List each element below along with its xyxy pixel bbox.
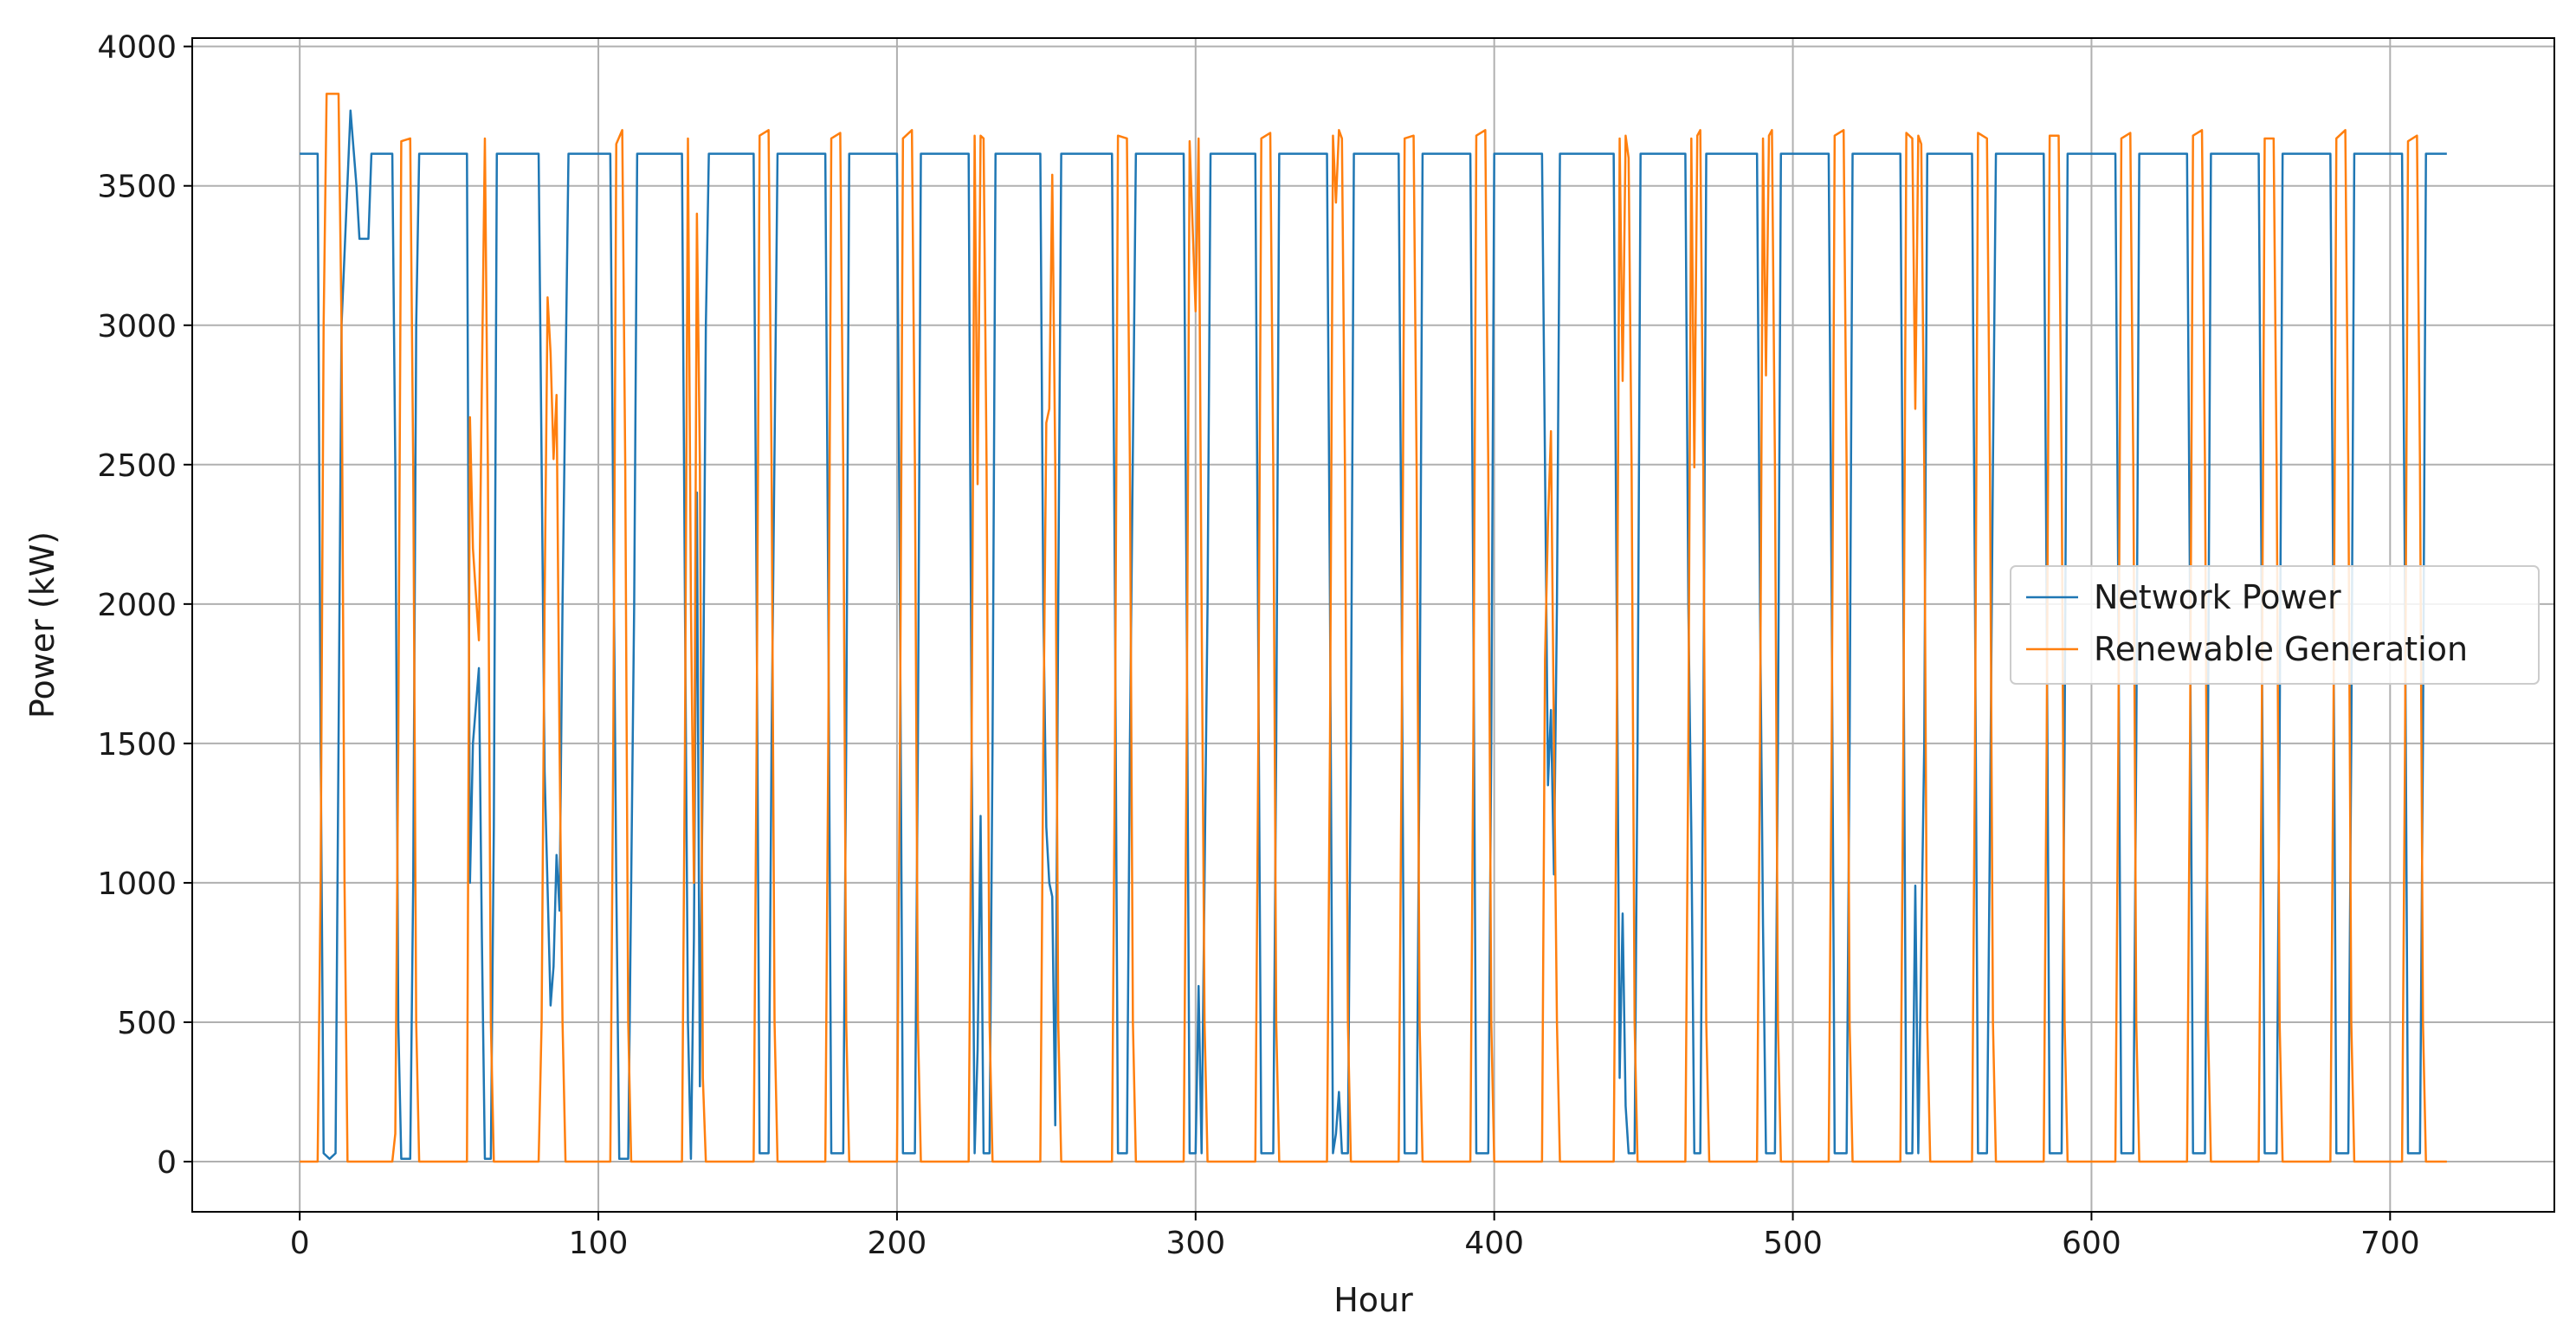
legend: Network Power Renewable Generation [2010,565,2540,685]
plot-frame [191,37,2555,1213]
x-axis-label: Hour [1333,1281,1413,1319]
axis-ticks: 0 100 200 300 400 500 600 700 0 500 1000 1500 2000 25… [97,30,2419,1261]
y-tick-label: 500 [117,1006,177,1041]
x-tick-label: 200 [868,1226,927,1261]
y-tick-label: 3000 [97,309,177,344]
y-tick-label: 0 [157,1145,177,1181]
y-tick-label: 3500 [97,170,177,205]
x-tick-label: 400 [1464,1226,1524,1261]
x-tick-label: 600 [2062,1226,2121,1261]
x-tick-label: 100 [569,1226,629,1261]
x-tick-label: 300 [1165,1226,1225,1261]
legend-label-network-power: Network Power [2094,578,2341,616]
y-tick-label: 2000 [97,588,177,623]
series-line-network-power [300,109,2447,1161]
y-tick-label: 1000 [97,866,177,902]
y-tick-label: 4000 [97,30,177,66]
y-tick-label: 1500 [97,727,177,763]
series-line-renewable-generation [300,93,2447,1163]
series-lines [300,93,2447,1163]
legend-label-renewable-generation: Renewable Generation [2094,630,2468,668]
legend-box [2010,565,2540,685]
x-tick-label: 0 [290,1226,310,1261]
y-axis-label: Power (kW) [23,531,61,718]
x-tick-label: 500 [1763,1226,1823,1261]
x-tick-label: 700 [2360,1226,2420,1261]
y-tick-label: 2500 [97,448,177,484]
